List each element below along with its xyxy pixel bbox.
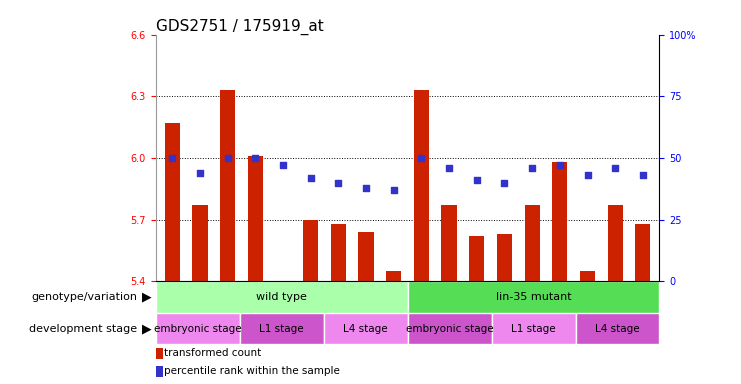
Bar bbox=[193, 205, 207, 281]
Bar bbox=[247, 156, 263, 281]
Bar bbox=[635, 224, 651, 281]
Point bbox=[388, 187, 399, 193]
Bar bbox=[324, 313, 408, 344]
Bar bbox=[580, 271, 595, 281]
Bar bbox=[386, 271, 402, 281]
Point bbox=[609, 165, 621, 171]
Text: ▶: ▶ bbox=[142, 291, 152, 304]
Bar bbox=[165, 123, 180, 281]
Point bbox=[166, 155, 178, 161]
Text: transformed count: transformed count bbox=[165, 348, 262, 358]
Point bbox=[250, 155, 262, 161]
Bar bbox=[408, 281, 659, 313]
Point bbox=[471, 177, 482, 183]
Bar bbox=[156, 348, 163, 359]
Point bbox=[305, 175, 316, 181]
Bar bbox=[442, 205, 456, 281]
Point bbox=[277, 162, 289, 169]
Text: ▶: ▶ bbox=[142, 322, 152, 335]
Point bbox=[416, 155, 428, 161]
Text: genotype/variation: genotype/variation bbox=[31, 292, 137, 302]
Bar bbox=[469, 236, 485, 281]
Text: L4 stage: L4 stage bbox=[343, 324, 388, 334]
Point bbox=[526, 165, 538, 171]
Bar bbox=[239, 313, 324, 344]
Text: development stage: development stage bbox=[29, 324, 137, 334]
Text: L1 stage: L1 stage bbox=[511, 324, 556, 334]
Text: percentile rank within the sample: percentile rank within the sample bbox=[165, 366, 340, 376]
Bar bbox=[156, 313, 239, 344]
Bar bbox=[576, 313, 659, 344]
Bar bbox=[408, 313, 491, 344]
Bar bbox=[156, 366, 163, 377]
Text: L1 stage: L1 stage bbox=[259, 324, 304, 334]
Bar bbox=[525, 205, 539, 281]
Bar bbox=[552, 162, 568, 281]
Bar bbox=[413, 90, 429, 281]
Point bbox=[360, 185, 372, 191]
Bar bbox=[491, 313, 576, 344]
Point bbox=[443, 165, 455, 171]
Point bbox=[582, 172, 594, 178]
Text: GDS2751 / 175919_at: GDS2751 / 175919_at bbox=[156, 18, 323, 35]
Bar bbox=[156, 281, 408, 313]
Point bbox=[554, 162, 565, 169]
Text: wild type: wild type bbox=[256, 292, 307, 302]
Point bbox=[222, 155, 233, 161]
Bar bbox=[330, 224, 346, 281]
Bar bbox=[220, 90, 235, 281]
Bar bbox=[359, 232, 373, 281]
Text: lin-35 mutant: lin-35 mutant bbox=[496, 292, 571, 302]
Text: L4 stage: L4 stage bbox=[595, 324, 639, 334]
Text: embryonic stage: embryonic stage bbox=[406, 324, 494, 334]
Point bbox=[499, 180, 511, 186]
Bar bbox=[303, 220, 319, 281]
Bar bbox=[496, 234, 512, 281]
Point bbox=[194, 170, 206, 176]
Text: embryonic stage: embryonic stage bbox=[154, 324, 242, 334]
Bar bbox=[608, 205, 622, 281]
Point bbox=[637, 172, 649, 178]
Point bbox=[333, 180, 345, 186]
